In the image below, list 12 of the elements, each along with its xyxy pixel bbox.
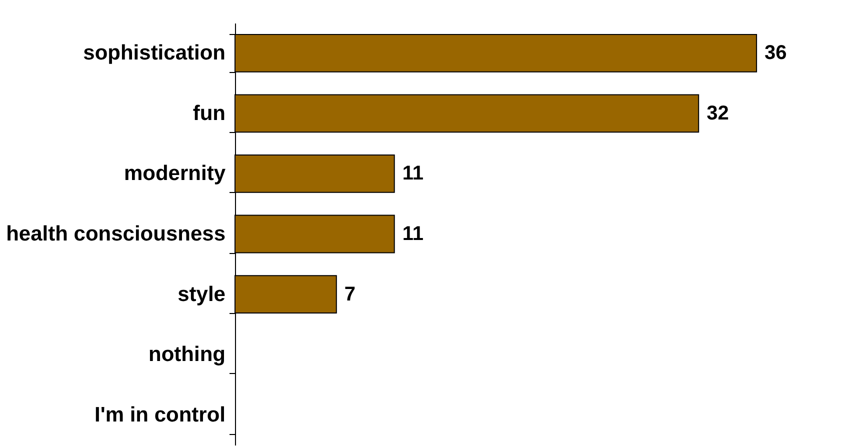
y-tick-label: health consciousness [6,222,226,246]
y-tick-label: I'm in control [94,403,226,426]
data-label: 36 [764,42,787,64]
data-label: 11 [402,223,424,245]
y-tick-label: nothing [148,343,226,366]
data-label: 7 [344,283,356,306]
y-tick-label: modernity [124,162,226,186]
y-tick-label: fun [192,102,226,125]
data-label: 32 [706,102,729,124]
y-tick-label: style [178,282,226,306]
y-tick-label: sophistication [83,42,226,65]
data-label: 11 [402,162,424,185]
